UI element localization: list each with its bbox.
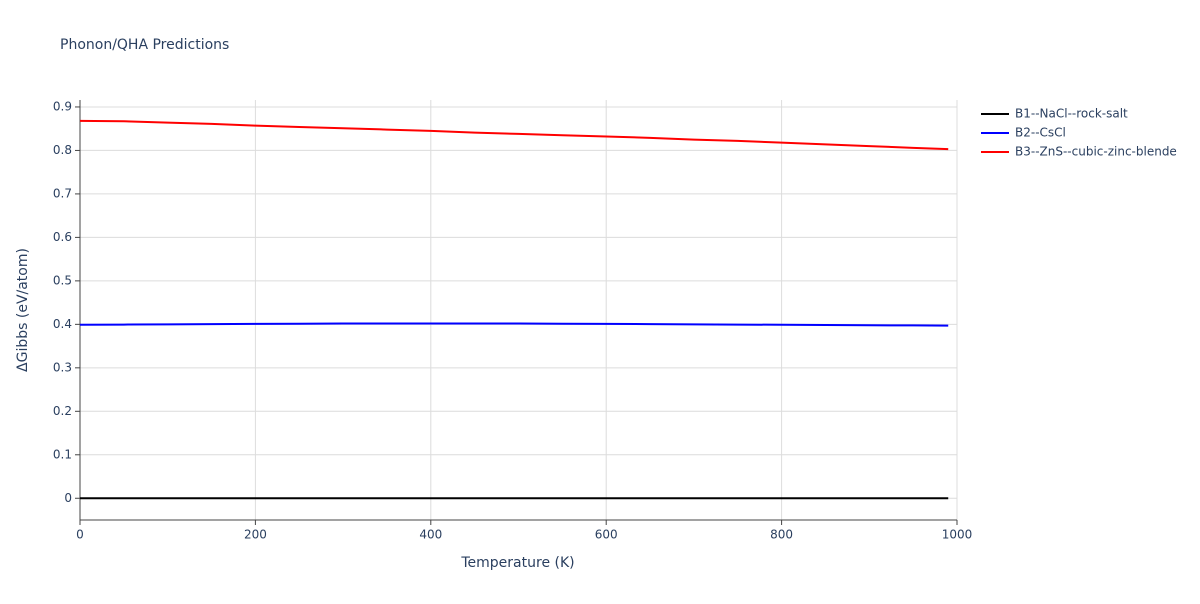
y-tick-label: 0.7 xyxy=(53,186,72,200)
y-tick-label: 0.4 xyxy=(53,317,72,331)
x-tick-label: 200 xyxy=(244,528,267,542)
y-tick-label: 0.8 xyxy=(53,143,72,157)
y-tick-label: 0.9 xyxy=(53,99,72,113)
y-tick-label: 0.3 xyxy=(53,360,72,374)
x-tick-label: 600 xyxy=(595,528,618,542)
y-tick-label: 0.2 xyxy=(53,404,72,418)
x-tick-label: 1000 xyxy=(942,528,973,542)
y-tick-label: 0.1 xyxy=(53,447,72,461)
legend-label: B1--NaCl--rock-salt xyxy=(1015,107,1128,121)
x-tick-label: 0 xyxy=(76,528,84,542)
line-series xyxy=(79,322,949,327)
y-axis-title: ΔGibbs (eV/atom) xyxy=(15,248,31,372)
legend-label: B2--CsCl xyxy=(1015,126,1066,140)
y-tick-label: 0 xyxy=(64,491,72,505)
x-tick-label: 800 xyxy=(770,528,793,542)
chart-title: Phonon/QHA Predictions xyxy=(60,37,229,53)
x-tick-label: 400 xyxy=(419,528,442,542)
x-axis-title: Temperature (K) xyxy=(460,555,574,571)
line-series xyxy=(79,119,949,151)
legend-label: B3--ZnS--cubic-zinc-blende xyxy=(1015,145,1177,159)
y-tick-label: 0.6 xyxy=(53,230,72,244)
y-tick-label: 0.5 xyxy=(53,273,72,287)
